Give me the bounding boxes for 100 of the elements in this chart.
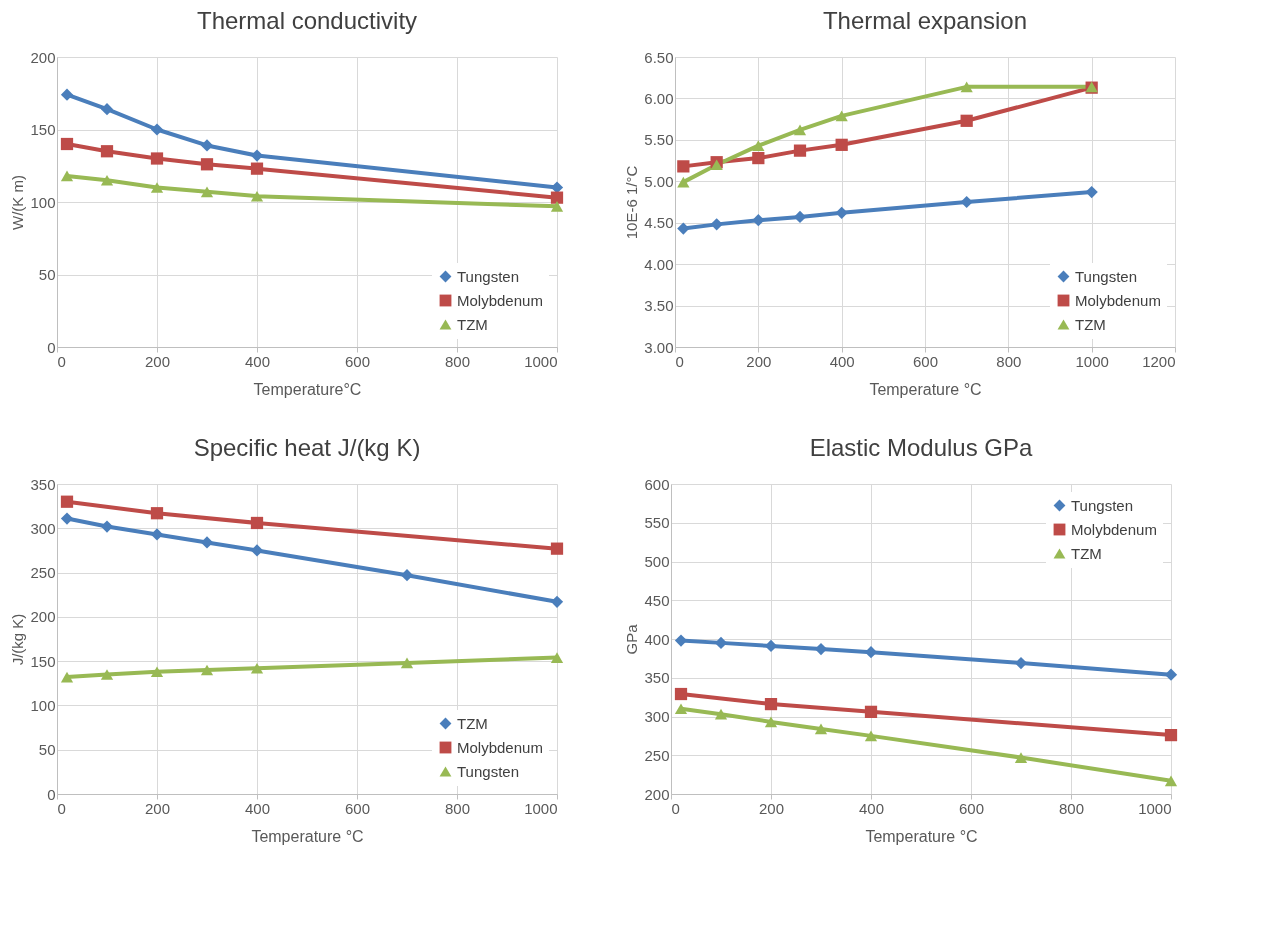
point	[200, 158, 214, 171]
point	[714, 636, 728, 649]
point	[710, 218, 723, 231]
x-tick-label: 1000	[524, 799, 558, 817]
legend-label: Tungsten	[1071, 496, 1133, 514]
y-tick-label: 150	[30, 121, 56, 138]
x-tick-label: 1200	[1142, 352, 1176, 370]
point	[864, 646, 878, 659]
chart-title: Thermal conductivity	[196, 7, 418, 34]
point	[550, 181, 564, 194]
point	[250, 149, 264, 162]
y-tick-label: 6.50	[644, 48, 674, 66]
point	[764, 639, 778, 653]
point	[250, 162, 264, 175]
y-tick-label: 0	[47, 338, 56, 356]
x-tick-label: 800	[444, 799, 471, 817]
point	[550, 652, 564, 663]
y-tick-label: 100	[30, 696, 56, 714]
legend-label: TZM	[1071, 544, 1102, 562]
point	[864, 705, 878, 718]
x-tick-label: 600	[344, 352, 371, 370]
legend-label: TZM	[1075, 315, 1106, 333]
y-tick-label: 250	[644, 746, 670, 764]
point	[400, 569, 414, 582]
point	[550, 542, 564, 555]
point	[1014, 752, 1028, 763]
point	[814, 723, 828, 735]
y-tick-label: 3.00	[644, 338, 674, 356]
x-tick-label: 800	[444, 352, 471, 370]
y-tick-label: 0	[47, 785, 56, 803]
legend-label: TZM	[457, 315, 488, 333]
point	[793, 144, 807, 157]
point	[674, 703, 688, 715]
y-axis-title: 10E-6 1/°C	[623, 165, 641, 240]
point	[250, 190, 264, 202]
point	[150, 123, 164, 136]
legend-label: Molybdenum	[1075, 291, 1161, 309]
point	[960, 114, 973, 127]
y-tick-label: 4.50	[644, 214, 674, 232]
x-tick-label: 600	[958, 799, 985, 817]
point	[150, 507, 164, 520]
x-tick-label: 1000	[1138, 799, 1172, 817]
legend-label: TZM	[457, 714, 488, 732]
y-tick-label: 350	[30, 475, 56, 493]
point	[100, 174, 114, 186]
point	[150, 152, 164, 165]
y-tick-label: 6.00	[644, 89, 674, 107]
point	[960, 81, 973, 93]
point	[764, 716, 778, 728]
point	[814, 642, 828, 656]
y-tick-label: 400	[644, 630, 670, 648]
point	[835, 206, 848, 219]
y-tick-label: 200	[644, 785, 670, 803]
point	[674, 687, 688, 701]
point	[200, 139, 214, 152]
x-axis-title: Temperature °C	[869, 380, 982, 398]
x-tick-label: 200	[144, 799, 171, 817]
point	[1164, 668, 1178, 681]
point	[752, 214, 765, 227]
y-tick-label: 150	[30, 652, 56, 670]
y-tick-label: 500	[644, 553, 670, 570]
point	[200, 664, 214, 676]
legend-label: Molybdenum	[1071, 520, 1157, 538]
y-tick-label: 5.00	[644, 172, 674, 190]
legend-label: Molybdenum	[457, 738, 543, 756]
point	[100, 669, 114, 680]
point	[150, 182, 164, 193]
x-tick-label: 200	[758, 799, 785, 817]
point	[200, 186, 214, 198]
x-axis-title: Temperature °C	[865, 827, 978, 845]
y-tick-label: 4.00	[644, 255, 674, 273]
x-tick-label: 400	[829, 352, 855, 370]
point	[677, 222, 690, 235]
x-tick-label: 1000	[524, 352, 558, 370]
point	[764, 697, 778, 711]
point	[60, 495, 74, 508]
x-tick-label: 400	[858, 799, 885, 817]
point	[100, 145, 114, 158]
y-tick-label: 50	[38, 266, 56, 283]
point	[200, 536, 214, 549]
y-tick-label: 550	[644, 514, 670, 532]
x-tick-label: 600	[344, 799, 371, 817]
y-tick-label: 600	[644, 475, 670, 493]
point	[835, 138, 848, 151]
point	[60, 137, 74, 151]
point	[400, 657, 414, 669]
point	[1085, 185, 1098, 199]
y-axis-title: J/(kg K)	[9, 613, 27, 666]
x-tick-label: 200	[144, 352, 171, 370]
point	[150, 528, 164, 541]
legend-label: Tungsten	[457, 267, 519, 285]
legend-label: Tungsten	[457, 762, 519, 780]
point	[793, 210, 807, 224]
y-tick-label: 5.50	[644, 131, 674, 149]
y-axis-title: GPa	[623, 623, 641, 655]
x-axis-title: Temperature°C	[253, 380, 362, 398]
y-tick-label: 450	[644, 591, 670, 609]
y-tick-label: 300	[30, 519, 56, 537]
legend-label: Tungsten	[1075, 267, 1137, 285]
y-tick-label: 3.50	[644, 297, 674, 315]
